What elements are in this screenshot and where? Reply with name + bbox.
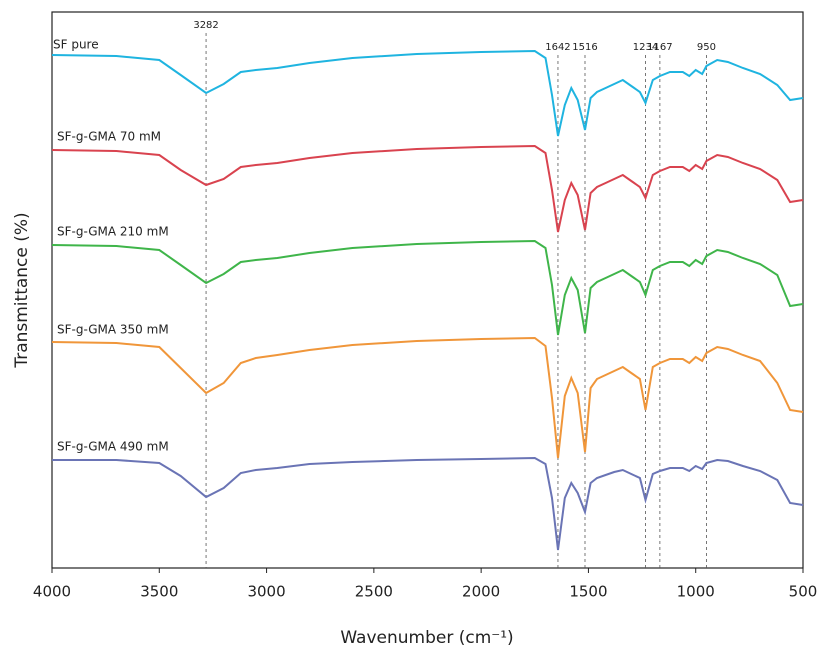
- reference-label: 3282: [193, 20, 218, 31]
- x-tick-label: 1500: [569, 583, 607, 601]
- x-tick-label: 2000: [462, 583, 500, 601]
- series-label: SF-g-GMA 70 mM: [57, 130, 161, 144]
- reference-label: 1234: [633, 42, 658, 53]
- spectrum-line: [51, 49, 804, 137]
- reference-label: 950: [697, 42, 716, 53]
- x-tick-label: 1000: [677, 583, 715, 601]
- x-tick-label: 3000: [247, 583, 285, 601]
- spectrum-line: [51, 144, 804, 233]
- x-axis-label: Wavenumber (cm⁻¹): [340, 628, 513, 648]
- reference-label: 1167: [647, 42, 672, 53]
- series-label: SF-g-GMA 210 mM: [57, 225, 169, 239]
- spectrum-line: [51, 336, 804, 459]
- series-label: SF-g-GMA 490 mM: [57, 440, 169, 454]
- spectrum-line: [52, 456, 804, 551]
- x-tick-label: 500: [789, 583, 818, 601]
- reference-label: 1642: [545, 42, 570, 53]
- reference-label: 1516: [572, 42, 597, 53]
- series-label: SF-g-GMA 350 mM: [57, 323, 169, 337]
- x-tick-label: 2500: [355, 583, 393, 601]
- series-label: SF pure: [53, 38, 99, 52]
- x-tick-label: 4000: [33, 583, 71, 601]
- x-tick-label: 3500: [140, 583, 178, 601]
- plot-frame: [51, 11, 804, 569]
- spectrum-line: [51, 239, 804, 336]
- y-axis-label: Transmittance (%): [12, 212, 32, 368]
